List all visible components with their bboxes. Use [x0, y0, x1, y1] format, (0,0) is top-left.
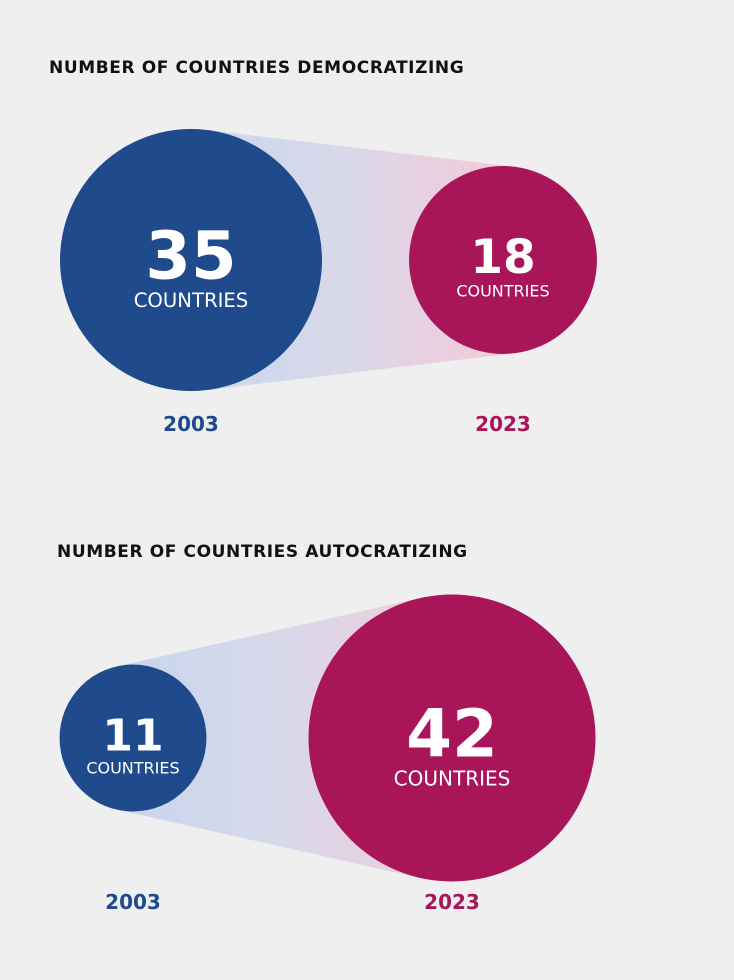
autocratizing-year-label-2003: 2003 — [105, 890, 161, 914]
autocratizing-title: NUMBER OF COUNTRIES AUTOCRATIZING — [57, 542, 468, 562]
democratizing-panel: NUMBER OF COUNTRIES DEMOCRATIZING 35 COUN… — [0, 0, 734, 480]
bubble-unit-label-2023: COUNTRIES — [394, 766, 511, 790]
bubble-value-2023: 18 — [470, 230, 535, 285]
autocratizing-year-label-2023: 2023 — [424, 890, 480, 914]
bubble-unit-label-2023: COUNTRIES — [456, 281, 549, 300]
bubble-value-2003: 11 — [102, 710, 163, 761]
democratizing-year-label-2023: 2023 — [475, 412, 531, 436]
democratizing-year-label-2003: 2003 — [163, 412, 219, 436]
autocratizing-panel: NUMBER OF COUNTRIES AUTOCRATIZING 11 COUN… — [0, 480, 734, 980]
bubble-2023 — [308, 594, 596, 882]
bubble-unit-label-2003: COUNTRIES — [134, 289, 249, 312]
democratizing-title: NUMBER OF COUNTRIES DEMOCRATIZING — [49, 58, 465, 78]
bubble-2003 — [60, 129, 322, 391]
bubble-value-2023: 42 — [406, 695, 498, 772]
bubble-2023 — [409, 166, 597, 354]
bubble-unit-label-2003: COUNTRIES — [86, 759, 179, 778]
bubble-2003 — [59, 664, 207, 812]
bubble-value-2003: 35 — [145, 218, 236, 294]
